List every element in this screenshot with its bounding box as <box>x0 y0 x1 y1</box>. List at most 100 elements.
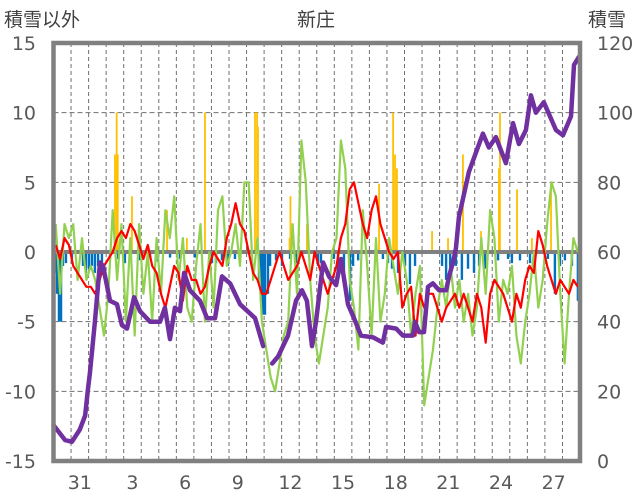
orange-bar <box>131 196 133 252</box>
blue-bar <box>496 252 500 261</box>
right-tick-label: 120 <box>597 33 633 55</box>
blue-bar <box>87 252 91 269</box>
snow-depth-line <box>51 54 582 445</box>
lines-layer <box>51 54 582 445</box>
blue-bar <box>84 252 88 273</box>
x-tick-label: 21 <box>436 472 460 494</box>
left-tick-label: 5 <box>24 172 36 194</box>
orange-bar <box>306 224 308 252</box>
blue-bar <box>168 252 172 258</box>
blue-bar <box>528 252 532 264</box>
blue-bar <box>81 252 85 266</box>
orange-bar <box>289 196 292 252</box>
right-axis-title: 積雪 <box>588 9 626 31</box>
blue-bar <box>472 252 476 273</box>
left-tick-label: 10 <box>12 103 36 125</box>
blue-bar <box>259 252 263 301</box>
orange-bar <box>257 126 259 252</box>
x-tick-label: 15 <box>331 472 355 494</box>
blue-bar <box>408 252 412 285</box>
left-tick-label: 0 <box>24 242 36 264</box>
blue-bar <box>546 252 550 259</box>
left-tick-label: -15 <box>5 451 36 473</box>
x-tick-label: 12 <box>278 472 302 494</box>
orange-bar <box>116 154 119 252</box>
x-tick-label: 27 <box>542 472 566 494</box>
x-tick-label: 24 <box>489 472 513 494</box>
blue-bar <box>261 252 265 315</box>
right-tick-label: 100 <box>597 103 633 125</box>
x-tick-label: 3 <box>126 472 138 494</box>
red-series-line <box>54 181 579 344</box>
orange-bar <box>447 238 449 252</box>
x-tick-label: 6 <box>179 472 191 494</box>
blue-bar <box>100 252 104 271</box>
orange-bar <box>166 210 168 252</box>
blue-bar <box>266 252 270 294</box>
blue-bar <box>220 252 224 261</box>
blue-bar <box>563 252 567 261</box>
blue-bar <box>90 252 94 266</box>
orange-bar <box>254 112 256 253</box>
right-tick-label: 80 <box>597 172 621 194</box>
blue-bar <box>440 252 444 266</box>
plot-frame <box>51 40 583 464</box>
orange-bar <box>115 112 118 253</box>
orange-bar <box>499 112 501 253</box>
right-tick-label: 20 <box>597 381 621 403</box>
blue-bar <box>413 252 417 266</box>
left-axis-ticks: 15 10 5 0 -5 -10 -15 <box>5 33 36 473</box>
blue-bar <box>510 252 514 264</box>
blue-bar <box>294 252 298 264</box>
green-series-line <box>54 139 579 407</box>
left-tick-label: 15 <box>12 33 36 55</box>
right-tick-label: 60 <box>597 242 621 264</box>
orange-bar <box>550 182 552 252</box>
left-tick-label: -5 <box>17 312 36 334</box>
blue-bar <box>553 252 557 294</box>
orange-bar <box>431 231 433 252</box>
right-tick-label: 40 <box>597 312 621 334</box>
blue-bar <box>518 252 522 261</box>
right-axis-ticks: 120 100 80 60 40 20 0 <box>597 33 633 473</box>
orange-bar <box>392 112 394 253</box>
left-axis-title: 積雪以外 <box>4 9 80 31</box>
blue-bar <box>316 252 320 266</box>
blue-bar <box>233 252 237 259</box>
blue-bar <box>96 252 100 266</box>
blue-bar <box>466 252 470 269</box>
blue-bar <box>448 252 452 273</box>
x-tick-label: 31 <box>68 472 92 494</box>
blue-bar <box>288 252 292 259</box>
blue-bar <box>268 252 272 266</box>
blue-bar <box>483 252 487 269</box>
blue-bar <box>506 252 510 259</box>
left-tick-label: -10 <box>5 381 36 403</box>
blue-bar <box>558 252 562 266</box>
blue-bar <box>274 252 278 261</box>
orange-bar <box>185 238 188 252</box>
right-tick-label: 0 <box>597 451 609 473</box>
blue-bar <box>193 252 197 258</box>
orange-bar <box>516 189 518 252</box>
orange-bar <box>396 168 398 252</box>
blue-bar <box>55 252 59 294</box>
orange-bar <box>531 238 533 252</box>
blue-bar <box>319 252 323 264</box>
blue-bar <box>64 252 68 264</box>
orange-bar <box>394 154 396 252</box>
blue-bar <box>460 252 464 280</box>
blue-bar <box>381 252 385 259</box>
blue-bar <box>263 252 267 315</box>
x-tick-label: 9 <box>232 472 244 494</box>
orange-bar <box>498 168 500 252</box>
orange-bar <box>114 154 116 252</box>
blue-bar <box>444 252 448 280</box>
blue-bar <box>403 252 407 266</box>
orange-bar <box>204 112 206 253</box>
blue-bar <box>123 252 127 264</box>
x-axis-ticks: 31 3 6 9 12 15 18 21 24 27 <box>68 472 566 494</box>
blue-bar <box>332 252 336 259</box>
blue-bar <box>351 252 355 266</box>
